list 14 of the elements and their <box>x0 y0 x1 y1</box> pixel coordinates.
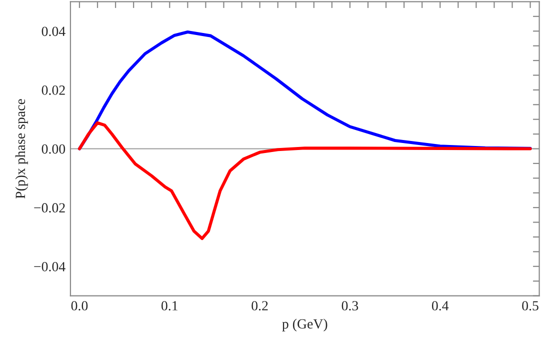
y-tick-label: −0.02 <box>34 203 65 213</box>
x-axis-title: p (GeV) <box>282 318 328 332</box>
line-series <box>78 121 532 240</box>
y-tick-label: 0.04 <box>42 26 66 36</box>
x-tick-label: 0.5 <box>522 301 538 310</box>
y-tick-label: 0.00 <box>42 144 66 154</box>
x-tick-label: 0.1 <box>161 301 178 310</box>
x-tick-label: 0.2 <box>252 301 268 310</box>
y-axis-title: P(p)x phase space <box>15 99 28 198</box>
y-tick-label: 0.02 <box>42 86 65 95</box>
x-tick-label: 0.0 <box>71 301 88 310</box>
x-tick-label: 0.4 <box>432 301 449 310</box>
x-tick-label: 0.3 <box>342 301 358 310</box>
y-tick-label: −0.04 <box>34 262 66 272</box>
